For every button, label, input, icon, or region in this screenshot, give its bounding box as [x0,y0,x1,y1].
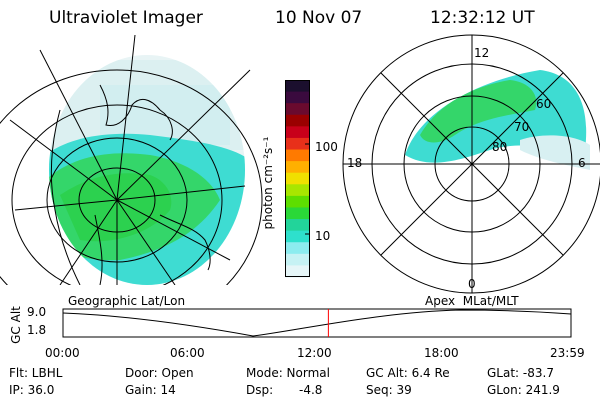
x-tick-0000: 00:00 [45,346,80,360]
colorbar-label: photon cm⁻²s⁻¹ [261,136,275,230]
colorbar-segment [285,184,310,197]
mlt-label-6: 6 [578,156,586,170]
instrument-title: Ultraviolet Imager [49,8,203,28]
apex-caption: Apex MLat/MLT [425,294,519,308]
mlat-mlt-polar-plot [342,34,600,294]
y-tick-1-8: 1.8 [27,323,47,337]
mlt-label-18: 18 [347,156,363,170]
gc-alt-timeline [62,308,572,338]
geographic-caption: Geographic Lat/Lon [68,294,186,308]
colorbar-segment [285,242,310,255]
colorbar-segment [285,172,310,185]
colorbar-segment [285,230,310,243]
color-bar [285,80,310,278]
colorbar-segment [285,195,310,208]
gc-alt-axis-label: GC Alt [9,306,23,344]
mode-info: Mode: Normal [246,366,330,380]
gc-alt-info: GC Alt: 6.4 Re [366,366,450,380]
colorbar-tick-10: 10 [315,229,331,243]
colorbar-segment [285,114,310,127]
x-tick-0600: 06:00 [170,346,205,360]
geographic-image [0,35,263,285]
mlt-label-0: 0 [468,277,476,291]
x-tick-1800: 18:00 [424,346,459,360]
colorbar-segment [285,80,310,93]
glat-info: GLat: -83.7 [487,366,554,380]
colorbar-segment [285,207,310,220]
filter-info: Flt: LBHL [9,366,63,380]
colorbar-segment [285,161,310,174]
gain-info: Gain: 14 [125,383,176,397]
mlt-label-12: 12 [474,46,490,60]
colorbar-segment [285,103,310,116]
colorbar-segment [285,126,310,139]
colorbar-segment [285,137,310,151]
dsp-value: -4.8 [299,383,323,397]
seq-info: Seq: 39 [366,383,412,397]
date-label: 10 Nov 07 [275,8,363,28]
door-info: Door: Open [125,366,194,380]
mlat-label-70: 70 [514,120,530,134]
mlat-label-80: 80 [492,140,508,154]
colorbar-segment [285,265,310,278]
ip-info: IP: 36.0 [9,383,55,397]
colorbar-segment [285,219,310,232]
dsp-label: Dsp: [246,383,274,397]
y-tick-9: 9.0 [27,305,47,319]
colorbar-segment [285,91,310,104]
mlat-label-60: 60 [536,97,552,111]
glon-info: GLon: 241.9 [487,383,560,397]
x-tick-2359: 23:59 [550,346,585,360]
colorbar-tick-100: 100 [315,140,338,154]
colorbar-segment [285,149,310,162]
colorbar-segment [285,253,310,266]
time-label: 12:32:12 UT [430,8,535,28]
x-tick-1200: 12:00 [297,346,332,360]
